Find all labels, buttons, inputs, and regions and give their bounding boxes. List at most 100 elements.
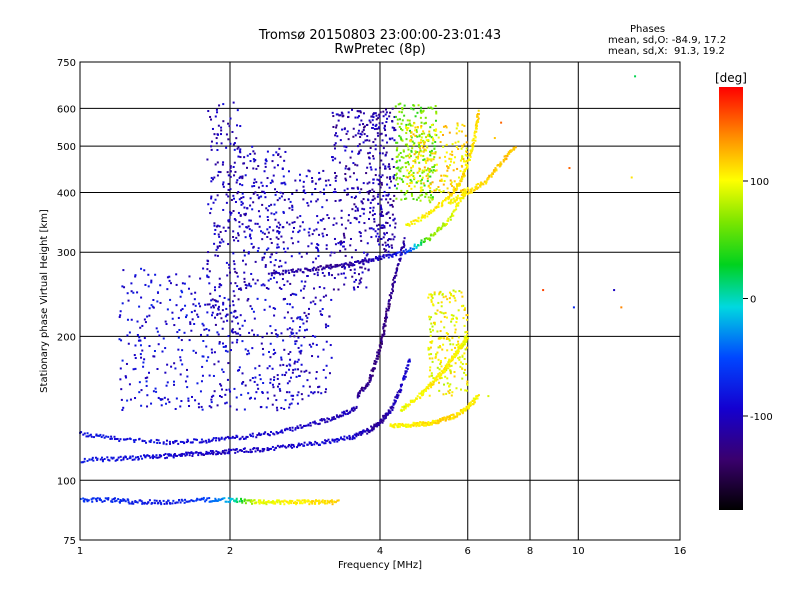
trace-point	[458, 197, 461, 200]
echo-point	[378, 179, 381, 182]
trace-point	[99, 433, 102, 436]
echo-point	[360, 239, 363, 242]
echo-point	[437, 346, 440, 349]
trace-point	[303, 501, 306, 504]
echo-point	[443, 315, 446, 318]
echo-point	[428, 353, 431, 356]
trace-point	[417, 244, 420, 247]
echo-point	[216, 133, 219, 136]
echo-point	[297, 346, 300, 349]
echo-point	[456, 122, 459, 125]
echo-point	[275, 211, 278, 214]
trace-point	[409, 425, 412, 428]
trace-point	[408, 224, 411, 227]
trace-point	[377, 349, 380, 352]
trace-point	[299, 444, 302, 447]
trace-point	[101, 500, 104, 503]
echo-point	[321, 308, 324, 311]
echo-point	[325, 340, 328, 343]
echo-point	[179, 356, 182, 359]
echo-point	[273, 269, 276, 272]
trace-point	[387, 309, 390, 312]
echo-point	[343, 283, 346, 286]
trace-point	[262, 499, 265, 502]
trace-point	[359, 261, 362, 264]
echo-point	[229, 271, 232, 274]
trace-point	[233, 499, 236, 502]
echo-point	[175, 397, 178, 400]
echo-point	[331, 159, 334, 162]
trace-point	[153, 455, 156, 458]
echo-point	[288, 207, 291, 210]
echo-point	[226, 313, 229, 316]
echo-point	[126, 318, 129, 321]
echo-point	[150, 304, 153, 307]
echo-point	[344, 172, 347, 175]
trace-point	[287, 445, 290, 448]
echo-point	[430, 322, 433, 325]
trace-point	[393, 275, 396, 278]
echo-point	[382, 110, 385, 113]
echo-point	[306, 379, 309, 382]
echo-point	[269, 381, 272, 384]
echo-point	[256, 383, 259, 386]
echo-point	[289, 358, 292, 361]
echo-point	[166, 288, 169, 291]
trace-point	[298, 499, 301, 502]
echo-point	[423, 169, 426, 172]
trace-point	[245, 450, 248, 453]
echo-point	[291, 221, 294, 224]
echo-point	[427, 139, 430, 142]
echo-point	[334, 199, 337, 202]
echo-point	[134, 274, 137, 277]
trace-point	[158, 499, 161, 502]
trace-point	[438, 420, 441, 423]
trace-point	[402, 408, 405, 411]
echo-point	[224, 315, 227, 318]
trace-point	[389, 411, 392, 414]
trace-point	[418, 424, 421, 427]
echo-point	[397, 103, 400, 106]
trace-point	[107, 458, 110, 461]
echo-point	[233, 161, 236, 164]
trace-point	[301, 499, 304, 502]
echo-point	[461, 354, 464, 357]
trace-point	[90, 498, 93, 501]
echo-point	[314, 303, 317, 306]
echo-point	[388, 238, 391, 241]
trace-point	[326, 499, 329, 502]
trace-point	[397, 394, 400, 397]
echo-point	[274, 259, 277, 262]
trace-point	[320, 418, 323, 421]
echo-point	[350, 196, 353, 199]
trace-point	[367, 383, 370, 386]
echo-point	[227, 243, 230, 246]
trace-point	[189, 441, 192, 444]
echo-point	[411, 124, 414, 127]
echo-point	[133, 354, 136, 357]
trace-point	[384, 316, 387, 319]
echo-point	[264, 165, 267, 168]
echo-point	[210, 299, 213, 302]
trace-point	[280, 429, 283, 432]
echo-point	[420, 154, 423, 157]
echo-point	[159, 301, 162, 304]
trace-point	[455, 203, 458, 206]
echo-point	[213, 286, 216, 289]
echo-point	[290, 332, 293, 335]
echo-point	[130, 290, 133, 293]
echo-point	[412, 175, 415, 178]
trace-point	[236, 501, 239, 504]
echo-point	[442, 337, 445, 340]
trace-point	[447, 219, 450, 222]
echo-point	[412, 133, 415, 136]
trace-point	[401, 422, 404, 425]
echo-point	[280, 287, 283, 290]
trace-point	[465, 407, 468, 410]
trace-point	[455, 354, 458, 357]
echo-point	[201, 365, 204, 368]
echo-point	[222, 240, 225, 243]
echo-point	[426, 180, 429, 183]
echo-point	[452, 294, 455, 297]
echo-point	[430, 136, 433, 139]
